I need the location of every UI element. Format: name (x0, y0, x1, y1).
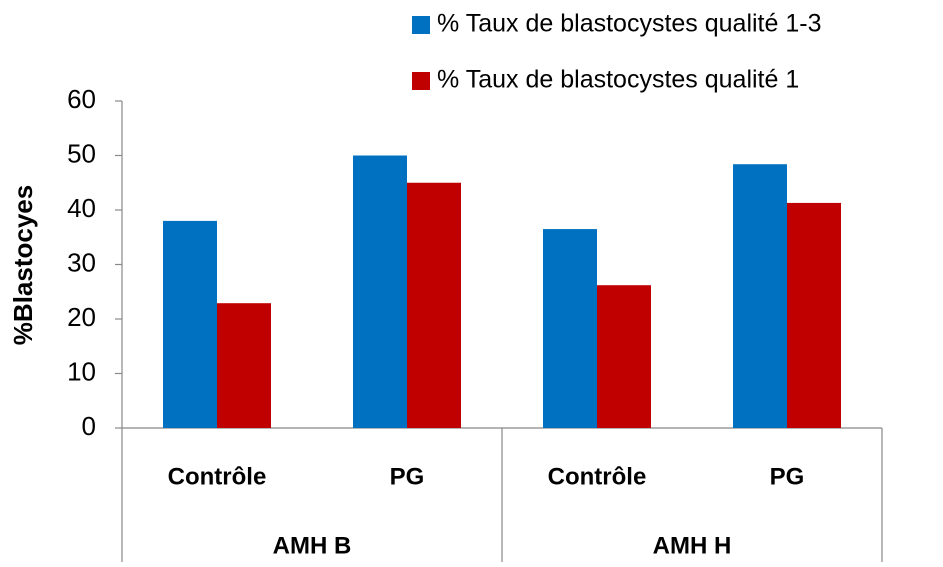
y-axis-title: %Blastocyes (8, 185, 38, 345)
bar (733, 164, 787, 428)
x-tick-label: PG (390, 463, 425, 490)
bar (163, 220, 217, 428)
legend-swatch (412, 72, 430, 90)
group-label: AMH B (273, 532, 352, 559)
bar (543, 229, 597, 428)
bar (353, 155, 407, 428)
y-tick-label: 40 (67, 193, 96, 223)
y-tick-label: 60 (67, 84, 96, 114)
group-label: AMH H (653, 532, 732, 559)
x-tick-label: Contrôle (168, 463, 267, 490)
legend-label: % Taux de blastocystes qualité 1-3 (437, 10, 822, 38)
legend-swatch (412, 16, 430, 34)
y-tick-label: 30 (67, 247, 96, 277)
bar (597, 285, 651, 428)
bar (407, 182, 461, 428)
x-tick-label: Contrôle (548, 463, 647, 490)
x-tick-label: PG (770, 463, 805, 490)
y-tick-label: 10 (67, 356, 96, 386)
y-tick-label: 0 (82, 411, 96, 441)
y-tick-label: 20 (67, 302, 96, 332)
bar (217, 303, 271, 428)
y-tick-label: 50 (67, 138, 96, 168)
bar (787, 202, 841, 428)
legend-label: % Taux de blastocystes qualité 1 (437, 66, 799, 94)
